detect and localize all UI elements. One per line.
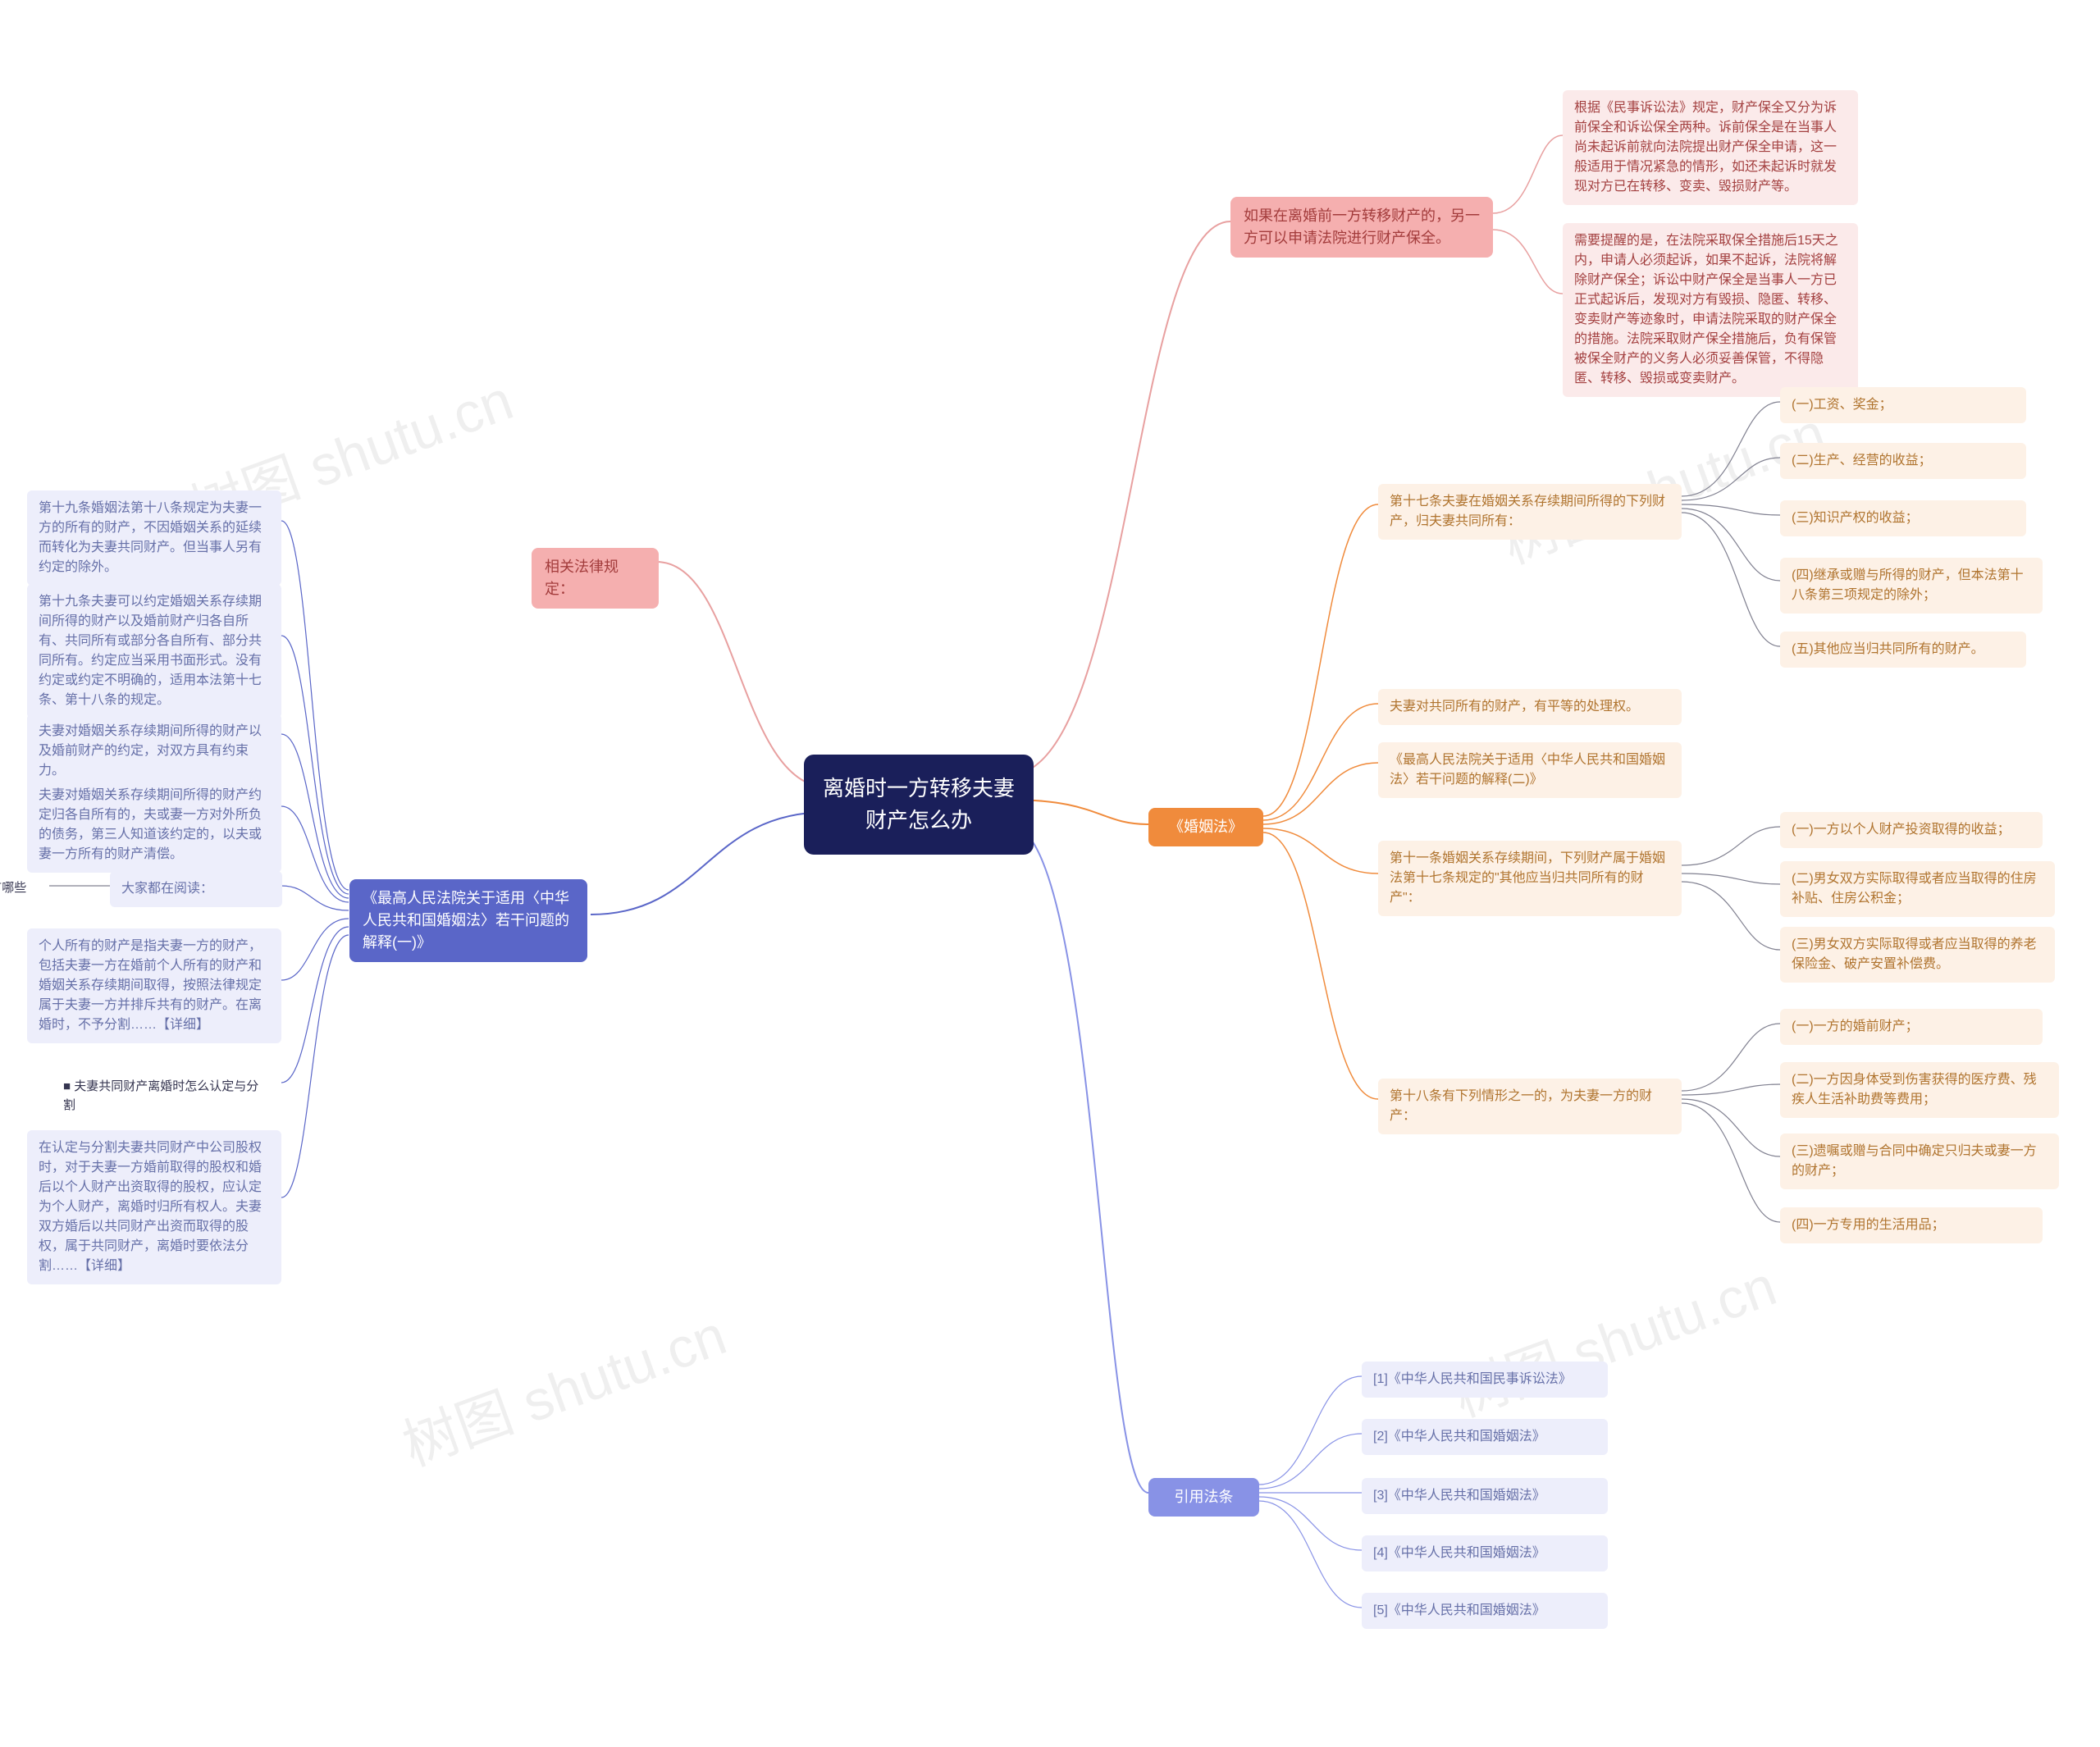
orange-sub3: 《最高人民法院关于适用〈中华人民共和国婚姻法〉若干问题的解释(二)》: [1378, 742, 1682, 798]
blue2-item-4: [5]《中华人民共和国婚姻法》: [1362, 1593, 1608, 1629]
orange-sub5-item-3: (四)一方专用的生活用品；: [1780, 1207, 2043, 1243]
blue3-leaf8: 在认定与分割夫妻共同财产中公司股权时，对于夫妻一方婚前取得的股权和婚后以个人财产…: [27, 1130, 281, 1284]
orange-sub1: 第十七条夫妻在婚姻关系存续期间所得的下列财产，归夫妻共同所有：: [1378, 484, 1682, 540]
watermark: 树图 shutu.cn: [390, 1290, 735, 1482]
orange-sub5-item-1: (二)一方因身体受到伤害获得的医疗费、残疾人生活补助费等费用；: [1780, 1062, 2059, 1118]
orange-sub4-item-2: (三)男女双方实际取得或者应当取得的养老保险金、破产安置补偿费。: [1780, 927, 2055, 983]
blue3-leaf2: 第十九条夫妻可以约定婚姻关系存续期间所得的财产以及婚前财产归各自所有、共同所有或…: [27, 584, 281, 718]
orange-sub1-item-4: (五)其他应当归共同所有的财产。: [1780, 632, 2026, 668]
orange-sub5-item-2: (三)遗嘱或赠与合同中确定只归夫或妻一方的财产；: [1780, 1133, 2059, 1189]
blue2-item-2: [3]《中华人民共和国婚姻法》: [1362, 1478, 1608, 1514]
branch-pink1: 如果在离婚前一方转移财产的，另一方可以申请法院进行财产保全。: [1230, 197, 1493, 258]
blue3-leaf5-label: 大家都在阅读：: [110, 871, 282, 907]
branch-blue3: 《最高人民法院关于适用〈中华人民共和国婚姻法〉若干问题的解释(一)》: [349, 879, 587, 962]
branch-orange: 《婚姻法》: [1148, 808, 1263, 846]
branch-blue2: 引用法条: [1148, 1478, 1259, 1517]
watermark: 树图 shutu.cn: [1440, 1241, 1785, 1433]
branch-pink2: 相关法律规定：: [532, 548, 659, 609]
orange-sub5: 第十八条有下列情形之一的，为夫妻一方的财产：: [1378, 1079, 1682, 1134]
orange-sub1-item-1: (二)生产、经营的收益；: [1780, 443, 2026, 479]
orange-sub1-item-0: (一)工资、奖金；: [1780, 387, 2026, 423]
blue2-item-0: [1]《中华人民共和国民事诉讼法》: [1362, 1362, 1608, 1398]
pink1-leaf2: 需要提醒的是，在法院采取保全措施后15天之内，申请人必须起诉，如果不起诉，法院将…: [1563, 223, 1858, 397]
blue2-item-3: [4]《中华人民共和国婚姻法》: [1362, 1535, 1608, 1571]
pink1-leaf1: 根据《民事诉讼法》规定，财产保全又分为诉前保全和诉讼保全两种。诉前保全是在当事人…: [1563, 90, 1858, 205]
blue3-leaf4: 夫妻对婚姻关系存续期间所得的财产约定归各自所有的，夫或妻一方对外所负的债务，第三…: [27, 778, 281, 873]
orange-sub1-item-3: (四)继承或赠与所得的财产，但本法第十八条第三项规定的除外；: [1780, 558, 2043, 614]
blue3-leaf7: ■ 夫妻共同财产离婚时怎么认定与分割: [52, 1070, 281, 1123]
blue3-leaf1: 第十九条婚姻法第十八条规定为夫妻一方的所有的财产，不因婚姻关系的延续而转化为夫妻…: [27, 490, 281, 586]
root-node: 离婚时一方转移夫妻财产怎么办: [804, 755, 1034, 855]
blue2-item-1: [2]《中华人民共和国婚姻法》: [1362, 1419, 1608, 1455]
orange-sub4-item-1: (二)男女双方实际取得或者应当取得的住房补贴、住房公积金；: [1780, 861, 2055, 917]
blue3-leaf5: ■ 夫妻个人所有的财产有哪些: [0, 871, 49, 906]
orange-sub4-item-0: (一)一方以个人财产投资取得的收益；: [1780, 812, 2043, 848]
orange-sub5-item-0: (一)一方的婚前财产；: [1780, 1009, 2043, 1045]
orange-sub4: 第十一条婚姻关系存续期间，下列财产属于婚姻法第十七条规定的"其他应当归共同所有的…: [1378, 841, 1682, 916]
orange-sub2: 夫妻对共同所有的财产，有平等的处理权。: [1378, 689, 1682, 725]
blue3-leaf6: 个人所有的财产是指夫妻一方的财产，包括夫妻一方在婚前个人所有的财产和婚姻关系存续…: [27, 928, 281, 1043]
orange-sub1-item-2: (三)知识产权的收益；: [1780, 500, 2026, 536]
